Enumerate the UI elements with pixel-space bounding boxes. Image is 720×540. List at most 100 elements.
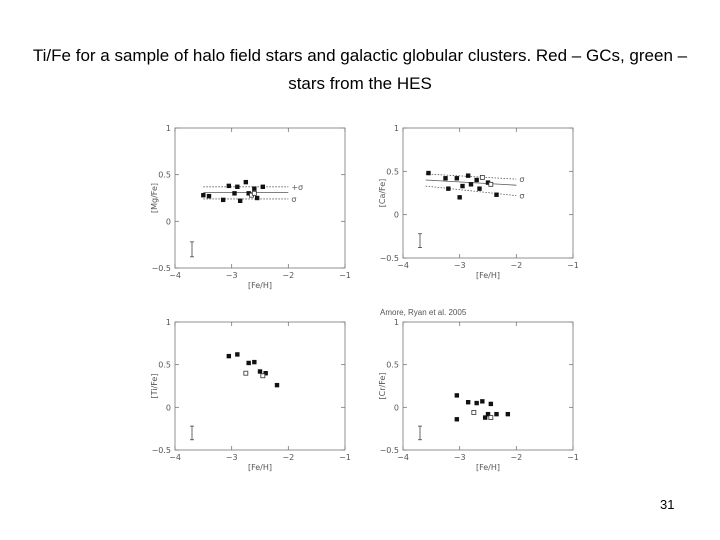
data-point-filled: [274, 382, 280, 388]
data-point-filled: [243, 179, 249, 185]
trend-label: σ: [519, 192, 524, 201]
ti-fe-panel: −4 −3 −2 −1 −0.5 0 0.5 1 [Fe/H] [Ti/Fe]: [150, 318, 351, 472]
data-point-filled: [460, 183, 465, 189]
data-point-filled: [485, 180, 491, 185]
data-point-filled: [226, 183, 232, 189]
data-point-filled: [465, 173, 471, 178]
y-tick-label: 0: [166, 217, 171, 226]
x-tick-label: −1: [339, 453, 351, 462]
y-tick-label: 1: [166, 318, 171, 327]
data-point-filled: [474, 400, 479, 406]
data-point-filled: [246, 191, 251, 196]
data-point-filled: [201, 193, 206, 198]
data-point-filled: [485, 411, 491, 417]
y-tick-label: 0: [394, 403, 399, 412]
data-point-filled: [235, 184, 240, 189]
data-point-filled: [482, 415, 488, 420]
data-point-filled: [220, 197, 226, 203]
data-point-filled: [252, 359, 257, 365]
x-tick-label: −3: [226, 271, 238, 280]
x-tick-label: −4: [169, 271, 181, 280]
x-tick-label: −2: [282, 271, 294, 280]
x-tick-label: −4: [397, 453, 409, 462]
data-point-filled: [465, 400, 471, 405]
page-number: 31: [660, 497, 675, 512]
data-point-filled: [263, 371, 268, 376]
data-point-filled: [254, 195, 260, 201]
data-point-filled: [237, 198, 243, 203]
x-tick-label: −4: [169, 453, 181, 462]
y-tick-label: 1: [166, 124, 171, 133]
trend-line: [425, 173, 517, 180]
trend-label: σ: [519, 175, 524, 184]
data-point-filled: [454, 176, 460, 181]
data-point-filled: [505, 411, 511, 417]
plot-frame: [174, 321, 346, 451]
x-tick-label: −2: [510, 261, 522, 270]
data-point-open: [471, 410, 477, 415]
data-point-filled: [480, 399, 485, 404]
x-axis-label: [Fe/H]: [476, 463, 500, 472]
data-point-filled: [257, 369, 263, 374]
data-point-filled: [474, 177, 479, 183]
y-axis-label: [Ti/Fe]: [150, 374, 159, 399]
y-tick-label: 1: [394, 124, 399, 133]
slide-title: Ti/Fe for a sample of halo field stars a…: [32, 46, 688, 93]
data-point-filled: [468, 182, 474, 187]
trend-label: σ: [291, 195, 296, 204]
y-tick-label: −0.5: [152, 264, 171, 273]
x-tick-label: −2: [510, 453, 522, 462]
y-tick-label: −0.5: [380, 446, 399, 455]
x-tick-label: −3: [454, 261, 466, 270]
x-axis-label: [Fe/H]: [248, 281, 272, 290]
plot-frame: [402, 127, 574, 259]
data-point-filled: [260, 184, 266, 189]
x-axis-label: [Fe/H]: [476, 271, 500, 280]
x-tick-label: −1: [567, 261, 579, 270]
data-point-open: [488, 181, 494, 187]
trend-line: [425, 185, 517, 196]
x-tick-label: −1: [567, 453, 579, 462]
x-axis-label: [Fe/H]: [248, 463, 272, 472]
cr-fe-panel: −4 −3 −2 −1 −0.5 0 0.5 1 [Fe/H] [Cr/Fe]: [378, 318, 579, 472]
y-tick-label: 0.5: [158, 361, 171, 370]
data-point-filled: [426, 170, 431, 176]
y-axis-label: [Cr/Fe]: [378, 373, 387, 400]
data-point-filled: [235, 352, 240, 357]
data-point-filled: [454, 417, 460, 422]
data-point-filled: [226, 353, 232, 359]
data-point-filled: [206, 193, 212, 199]
trend-label: +σ: [291, 183, 303, 192]
data-point-filled: [252, 186, 257, 191]
y-tick-label: −0.5: [380, 254, 399, 263]
plot-frame: [402, 321, 574, 451]
y-tick-label: 0: [394, 211, 399, 220]
data-point-filled: [457, 195, 462, 200]
data-point-open: [488, 415, 494, 420]
data-point-filled: [477, 186, 482, 191]
data-point-open: [260, 373, 266, 379]
data-point-open: [251, 190, 257, 196]
data-point-filled: [488, 401, 494, 407]
y-tick-label: −0.5: [152, 446, 171, 455]
citation: Amore, Ryan et al. 2005: [380, 308, 467, 317]
y-axis-label: [Ca/Fe]: [378, 179, 387, 208]
x-tick-label: −4: [397, 261, 409, 270]
y-tick-label: 0.5: [386, 167, 399, 176]
data-point-filled: [443, 176, 448, 181]
data-point-open: [243, 370, 249, 376]
y-tick-label: 0.5: [158, 171, 171, 180]
y-tick-label: 0: [166, 403, 171, 412]
plot-frame: [174, 127, 346, 269]
x-tick-label: −1: [339, 271, 351, 280]
data-point-filled: [494, 192, 499, 197]
data-point-filled: [232, 191, 237, 196]
ca-fe-panel: −4 −3 −2 −1 −0.5 0 0.5 1 [Fe/H] [Ca/Fe] σσ: [378, 124, 579, 280]
data-point-filled: [454, 393, 460, 398]
y-axis-label: [Mg/Fe]: [150, 183, 159, 213]
data-point-filled: [446, 186, 451, 191]
y-tick-label: 0.5: [386, 361, 399, 370]
data-point-open: [479, 175, 485, 180]
y-tick-label: 1: [394, 318, 399, 327]
data-point-filled: [494, 411, 499, 417]
